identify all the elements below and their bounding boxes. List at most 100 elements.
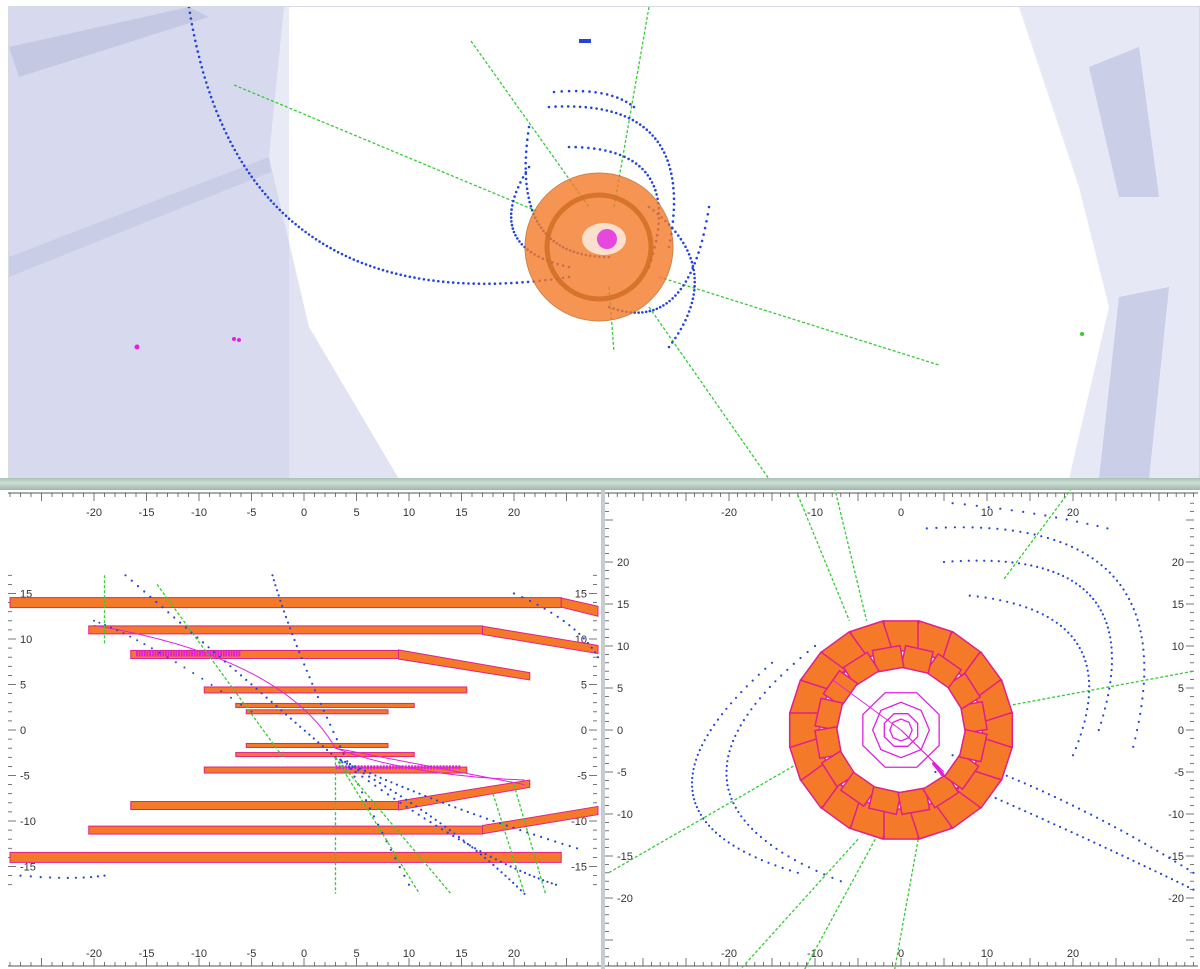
tracker-hit-icon [433, 765, 436, 770]
horizontal-splitter[interactable] [0, 478, 1200, 490]
view-rhoz[interactable]: -20 -20 -15 -15 -10 -10 -5 -5 0 0 5 5 10 10 15 15 20 20 15… [8, 490, 601, 969]
tracker-hit-icon [1110, 651, 1113, 654]
y-tick-label: -10 [571, 816, 587, 828]
tracker-hit-icon [325, 244, 329, 248]
tracker-hit-icon [289, 717, 292, 720]
tracker-hit-icon [1156, 849, 1159, 852]
tracker-hit-icon [356, 259, 360, 263]
jet-line-icon [492, 793, 526, 894]
tracker-hit-icon [524, 156, 528, 159]
tracker-hit-icon [284, 214, 288, 218]
tracker-hit-icon [213, 105, 216, 108]
canvas-3d[interactable] [9, 7, 1199, 479]
tracker-hit-icon [635, 121, 638, 124]
pixel-module-icon [482, 805, 599, 835]
tracker-hit-icon [1130, 602, 1133, 605]
tracker-hit-icon [521, 176, 525, 179]
tracker-hit-icon [444, 825, 447, 828]
tracker-hit-icon [488, 282, 491, 286]
tracker-hit-icon [261, 189, 264, 193]
tracker-hit-icon [204, 650, 207, 657]
tracker-hit-icon [255, 182, 259, 186]
tracker-hit-icon [1012, 804, 1015, 808]
tracker-hit-icon [1070, 635, 1073, 638]
tracker-hit-icon [692, 794, 695, 797]
jet-line-icon [648, 306, 770, 479]
tracker-hit-icon [1076, 833, 1079, 836]
tracker-hit-icon [1142, 648, 1145, 651]
tracker-hit-icon [509, 216, 513, 219]
tracker-hit-icon [582, 637, 585, 640]
tracker-hit-icon [382, 765, 385, 770]
tracker-hit-icon [1047, 793, 1050, 796]
tracker-hit-icon [149, 650, 152, 657]
tracker-hit-icon [799, 656, 802, 660]
tracker-hit-icon [1051, 618, 1054, 621]
tracker-hit-icon [581, 89, 585, 93]
tracker-hit-icon [637, 311, 640, 314]
tracker-hit-icon [1011, 777, 1014, 780]
tracker-hit-icon [1121, 854, 1124, 857]
tracker-hit-icon [1132, 745, 1135, 748]
tracker-hit-icon [525, 187, 529, 190]
tracker-hit-icon [239, 674, 243, 677]
tracker-hit-icon [199, 60, 202, 64]
tracker-hit-icon [667, 163, 671, 167]
tracker-hit-icon [1170, 878, 1173, 881]
tracker-hit-icon [1104, 846, 1107, 849]
tracker-hit-icon [245, 168, 248, 171]
tracker-hit-icon [699, 813, 702, 816]
canvas-rphi[interactable]: -20 -20 -10 -10 0 0 10 10 20 20 20 20 15 15 10 10 5 5 0 0 -5… [605, 490, 1198, 969]
tracker-hit-icon [463, 841, 466, 844]
tracker-hit-icon [604, 149, 607, 152]
tracker-hit-icon [593, 147, 596, 150]
tracker-hit-icon [1019, 530, 1022, 533]
tracker-hit-icon [701, 744, 704, 747]
tracker-hit-icon [552, 90, 556, 94]
tracker-hit-icon [654, 188, 657, 192]
tracker-hit-icon [693, 284, 696, 288]
view-rphi[interactable]: -20 -20 -10 -10 0 0 10 10 20 20 20 20 15 15 10 10 5 5 0 0 -5… [605, 490, 1198, 969]
y-tick-label: -20 [1168, 893, 1184, 905]
vertical-splitter[interactable] [601, 490, 605, 969]
tracker-hit-icon [336, 250, 340, 254]
tracker-hit-icon [519, 889, 522, 892]
tracker-hit-icon [716, 718, 720, 721]
y-tick-label: 10 [617, 641, 629, 653]
muon-chamber-icon [9, 7, 209, 77]
tracker-hit-icon [730, 745, 733, 748]
tracker-hit-icon [525, 182, 528, 186]
tracker-hit-icon [427, 278, 430, 282]
tracker-hit-icon [546, 880, 549, 883]
tracker-hit-icon [347, 766, 351, 769]
tracker-hit-icon [739, 724, 742, 727]
tracker-hit-icon [280, 709, 283, 712]
tracker-hit-icon [527, 196, 530, 200]
tracker-hit-icon [734, 696, 738, 699]
view-3d[interactable] [8, 6, 1200, 480]
tracker-hit-icon [554, 840, 557, 843]
tracker-hit-icon [143, 643, 146, 646]
tracker-hit-icon [194, 39, 197, 43]
tracker-hit-icon [353, 775, 356, 778]
tracker-hit-icon [763, 691, 766, 694]
tracker-hit-icon [504, 863, 507, 866]
tracker-hit-icon [1098, 844, 1102, 847]
tracker-hit-icon [652, 308, 655, 312]
tracker-hit-icon [1103, 617, 1106, 620]
tracker-hit-icon [672, 202, 676, 206]
tracker-hit-icon [1071, 804, 1075, 807]
tracker-hit-icon [441, 280, 445, 284]
tracker-hit-icon [527, 165, 531, 169]
tracker-hit-icon [446, 280, 450, 284]
tracker-hit-icon [691, 776, 694, 780]
canvas-rhoz[interactable]: -20 -20 -15 -15 -10 -10 -5 -5 0 0 5 5 10 10 15 15 20 20 15… [8, 490, 601, 969]
tracker-hit-icon [732, 739, 735, 743]
tracker-hit-icon [385, 840, 388, 843]
tracker-hit-icon [598, 148, 602, 151]
tracker-hit-icon [1059, 825, 1062, 828]
tracker-hit-icon [524, 167, 527, 170]
tracker-hit-icon [579, 39, 591, 43]
tracker-hit-icon [1071, 754, 1075, 757]
tracker-hit-icon [530, 208, 534, 212]
